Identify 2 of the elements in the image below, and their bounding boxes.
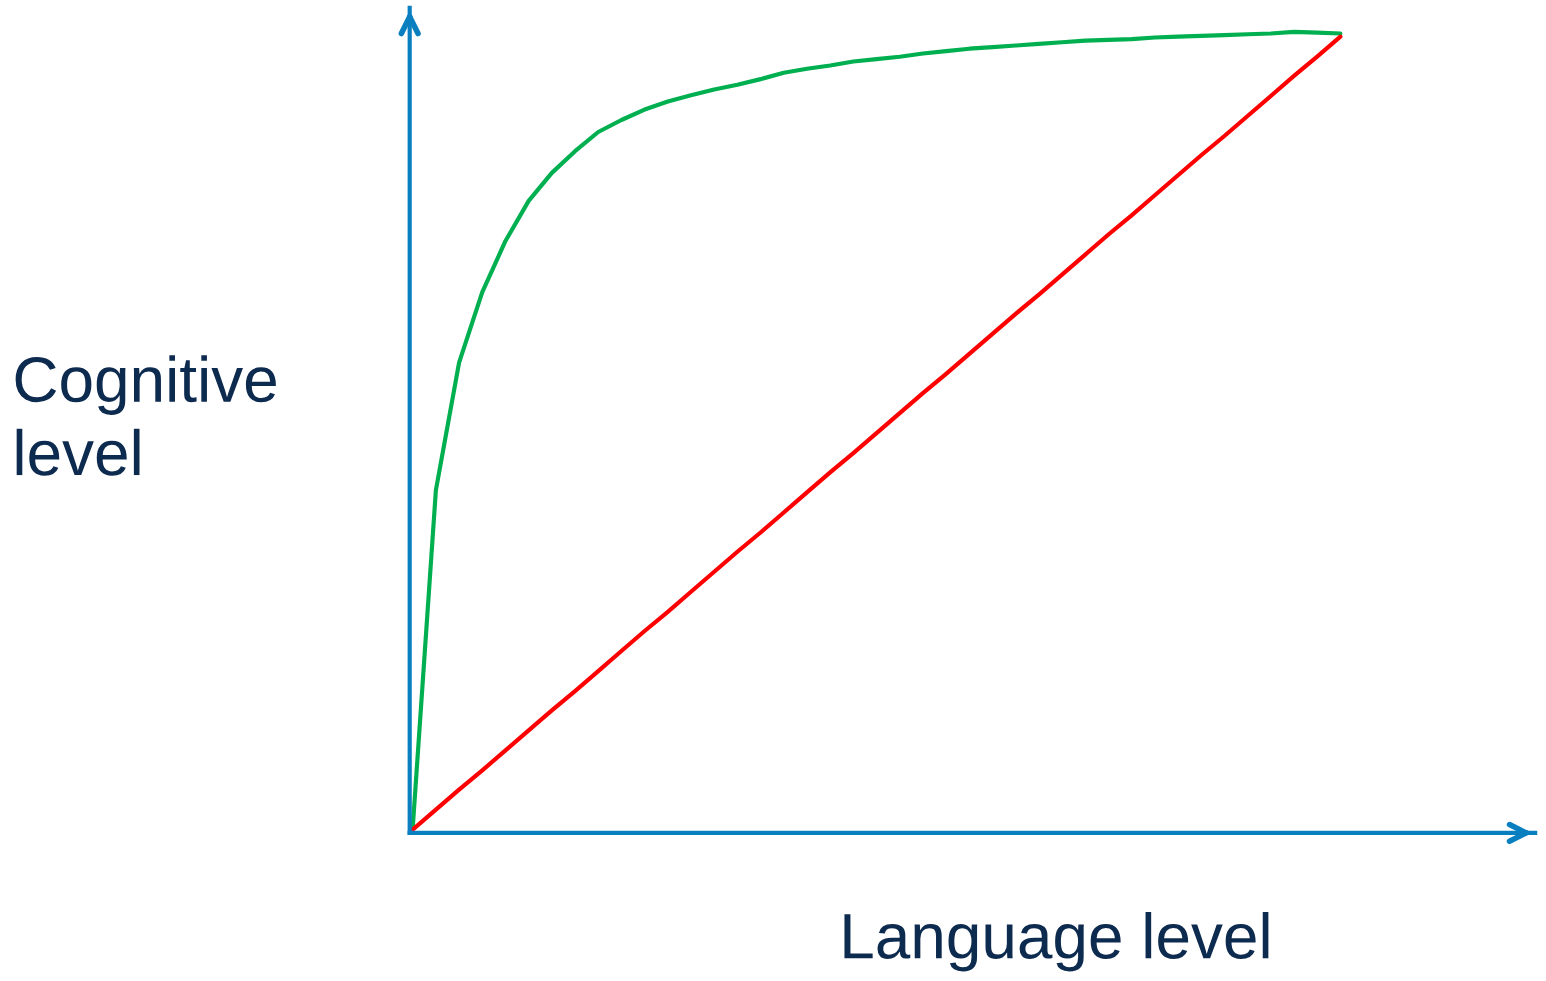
x-axis-title: Language level (844, 911, 1269, 972)
y-axis-title: Cognitive level (15, 355, 276, 476)
